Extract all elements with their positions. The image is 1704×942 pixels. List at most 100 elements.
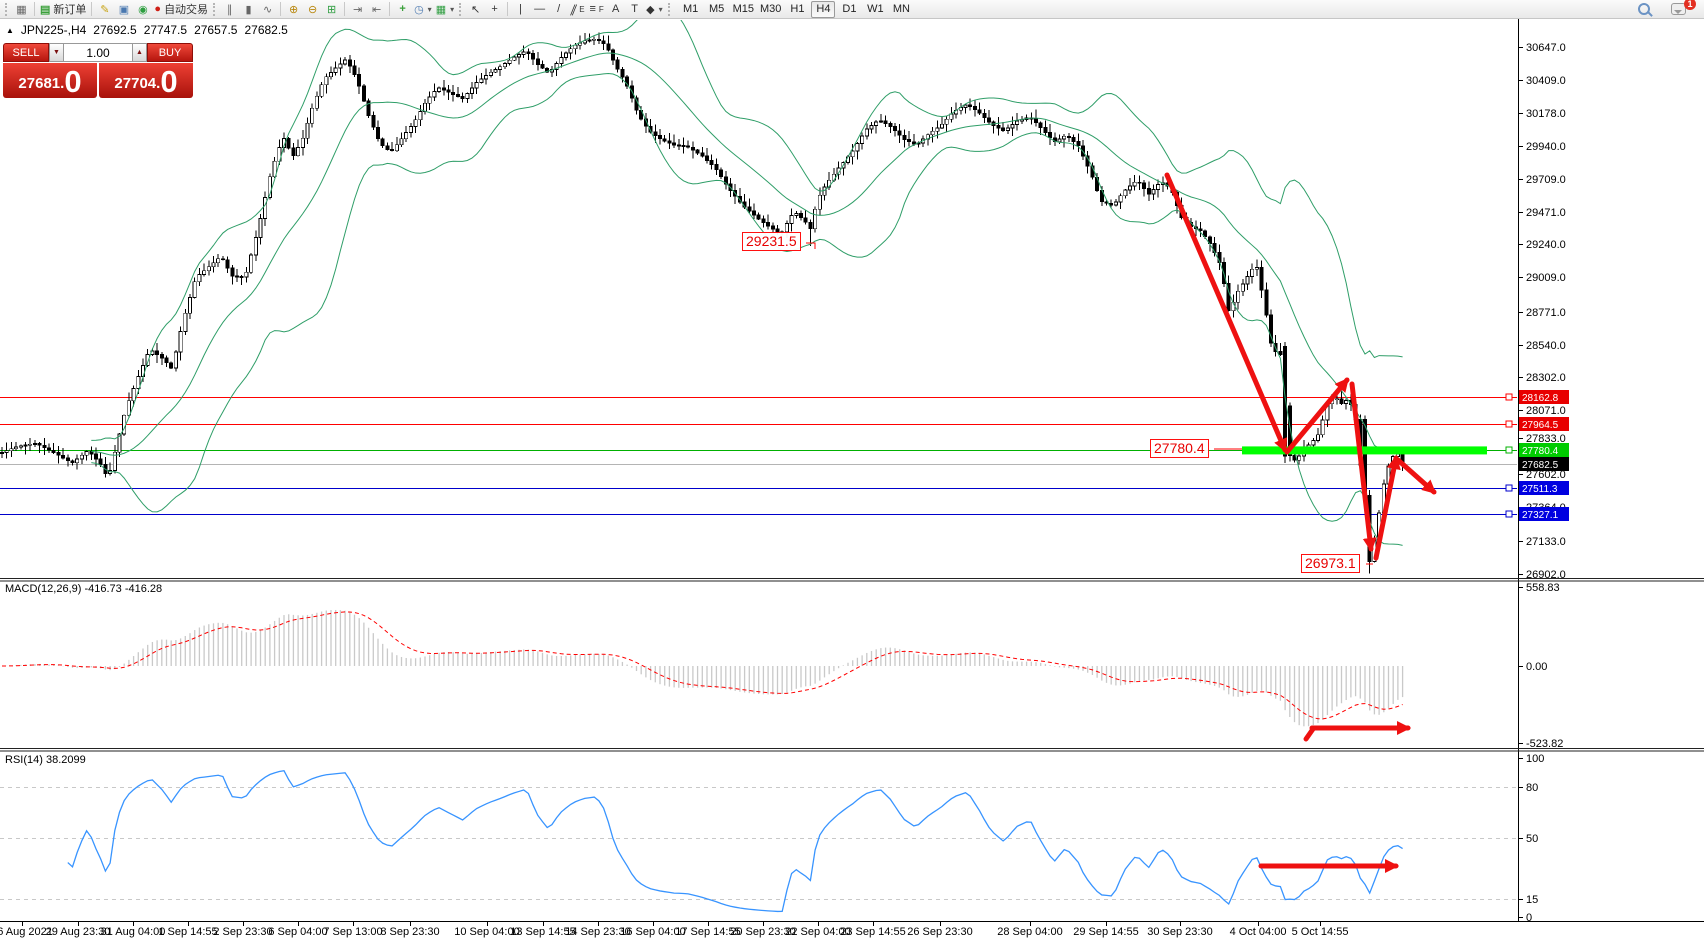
timeframe-button-mn[interactable]: MN: [889, 1, 913, 18]
auto-scroll-button[interactable]: ⇥: [348, 1, 367, 18]
timeframe-button-w1[interactable]: W1: [863, 1, 887, 18]
timeframe-button-d1[interactable]: D1: [837, 1, 861, 18]
auto-trading-button[interactable]: ● 自动交易: [152, 1, 210, 18]
vertical-line-button[interactable]: |: [511, 1, 530, 18]
axis-tick-label: 29471.0: [1526, 207, 1566, 219]
templates-button[interactable]: ▦ ▾: [434, 1, 456, 18]
timeframe-button-m30[interactable]: M30: [758, 1, 783, 18]
line-chart-type-button[interactable]: ∿: [258, 1, 277, 18]
shapes-button[interactable]: ◆ ▾: [644, 1, 664, 18]
collapse-marker-icon[interactable]: ▲: [6, 25, 14, 35]
buy-button[interactable]: BUY: [147, 43, 193, 62]
notification-badge: 1: [1684, 0, 1696, 10]
tile-windows-button[interactable]: ⊞: [322, 1, 341, 18]
new-order-icon: ▤: [40, 3, 51, 16]
time-axis-label: 1 Sep 14:55: [158, 926, 217, 938]
add-indicator-button[interactable]: +: [393, 1, 412, 18]
axis-tick-label: 30647.0: [1526, 42, 1566, 54]
timeframe-button-h4[interactable]: H4: [811, 0, 836, 18]
time-axis-label: 20 Sep 23:30: [730, 926, 795, 938]
axis-tick-label: 558.83: [1526, 582, 1560, 594]
crosshair-button[interactable]: +: [485, 1, 504, 18]
bar-chart-icon: ∥: [226, 3, 233, 16]
axis-tick-label: 0: [1526, 912, 1532, 924]
text-button[interactable]: A: [606, 1, 625, 18]
axis-tick-label: 0.00: [1526, 661, 1547, 673]
fibonacci-sub-label: F: [598, 4, 604, 14]
cursor-button[interactable]: ↖: [466, 1, 485, 18]
axis-tick-label: 29709.0: [1526, 174, 1566, 186]
crosshair-icon: +: [491, 3, 498, 15]
zoom-out-icon: ⊖: [307, 3, 318, 16]
timeframe-button-m15[interactable]: M15: [731, 1, 756, 18]
timeframe-button-m5[interactable]: M5: [705, 1, 729, 18]
axis-tick-label: 28071.0: [1526, 405, 1566, 417]
candlestick-type-button[interactable]: ▮: [239, 1, 258, 18]
auto-trading-label: 自动交易: [164, 4, 209, 16]
new-order-button[interactable]: ▤ 新订单: [38, 1, 88, 18]
chat-bubble-icon: [1671, 3, 1686, 15]
periods-button[interactable]: ◷ ▾: [412, 1, 434, 18]
styler-button[interactable]: ✎: [95, 1, 114, 18]
zoom-in-button[interactable]: ⊕: [284, 1, 303, 18]
time-axis-label: 29 Sep 14:55: [1073, 926, 1138, 938]
fibonacci-icon: ≡: [589, 3, 596, 15]
symbol-ohlc-line: ▲ JPN225-,H4 27692.5 27747.5 27657.5 276…: [6, 23, 288, 37]
timeframe-button-h1[interactable]: H1: [785, 1, 809, 18]
text-label-button[interactable]: T: [625, 1, 644, 18]
horizontal-line-button[interactable]: —: [530, 1, 549, 18]
axis-tick-label: 26902.0: [1526, 569, 1566, 581]
price-tag-label: 28162.8: [1522, 393, 1559, 404]
chart-window-icon: ▦: [16, 3, 27, 16]
chart-shift-button[interactable]: ⇤: [367, 1, 386, 18]
time-axis-label: 2 Sep 23:30: [213, 926, 272, 938]
volume-input[interactable]: [64, 43, 132, 62]
time-axis-label: 5 Oct 14:55: [1292, 926, 1349, 938]
trend-arrow: [1395, 457, 1437, 495]
toolbar-drag-handle[interactable]: [459, 2, 463, 16]
sell-button[interactable]: SELL: [3, 43, 49, 62]
search-button[interactable]: [1634, 1, 1653, 18]
chart-shift-icon: ⇤: [371, 3, 382, 16]
buy-price-panel[interactable]: 27704. 0: [99, 63, 193, 98]
signals-button[interactable]: ◉: [133, 1, 152, 18]
price-annotation-label: 26973.1: [1301, 554, 1360, 573]
toolbar-drag-handle[interactable]: [5, 2, 9, 16]
text-label-icon: T: [631, 3, 638, 15]
toolbar-drag-handle[interactable]: [213, 2, 217, 16]
toolbar-drag-handle[interactable]: [667, 2, 672, 16]
ohlc-open: 27692.5: [93, 23, 137, 37]
notifications-button[interactable]: 1: [1669, 0, 1696, 18]
chart-window-button[interactable]: ▦: [12, 1, 31, 18]
search-icon: [1637, 3, 1650, 15]
volume-decrease-button[interactable]: ▼: [49, 43, 64, 62]
bar-chart-type-button[interactable]: ∥: [220, 1, 239, 18]
trend-arrow: [1284, 377, 1350, 455]
trade-controls-row: SELL ▼ ▲ BUY: [3, 43, 193, 62]
terminal-icon: ▣: [118, 3, 130, 16]
chevron-down-icon: ▾: [450, 4, 455, 14]
price-annotation-label: 27780.4: [1150, 439, 1209, 458]
time-axis-label: 26 Sep 23:30: [907, 926, 972, 938]
macd-pane: [1, 609, 1404, 727]
volume-increase-button[interactable]: ▲: [132, 43, 147, 62]
rsi-pane: [0, 770, 1517, 913]
terminal-button[interactable]: ▣: [114, 1, 133, 18]
chevron-down-icon: ▾: [427, 4, 432, 14]
timeframe-button-m1[interactable]: M1: [679, 1, 703, 18]
channel-button[interactable]: ∥ E: [568, 1, 587, 18]
symbol-name: JPN225-,H4: [20, 23, 87, 37]
toolbar: ▦ ▤ 新订单 ✎ ▣ ◉ ● 自动交易 ∥ ▮ ∿ ⊕ ⊖ ⊞ ⇥ ⇤ + ◷ ▾ …: [0, 0, 1704, 19]
time-axis-label: 23 Sep 14:55: [840, 926, 905, 938]
trade-prices-row: 27681. 0 27704. 0: [3, 63, 193, 98]
fibonacci-button[interactable]: ≡ F: [587, 1, 606, 18]
axis-tick-label: 50: [1526, 833, 1538, 845]
sell-price: 27681.: [18, 75, 65, 92]
annotations: [806, 172, 1437, 873]
sell-price-panel[interactable]: 27681. 0: [3, 63, 97, 98]
trendline-button[interactable]: /: [549, 1, 568, 18]
time-axis-label: 17 Sep 14:55: [675, 926, 740, 938]
macd-indicator-label: MACD(12,26,9) -416.73 -416.28: [5, 583, 163, 595]
zoom-out-button[interactable]: ⊖: [303, 1, 322, 18]
